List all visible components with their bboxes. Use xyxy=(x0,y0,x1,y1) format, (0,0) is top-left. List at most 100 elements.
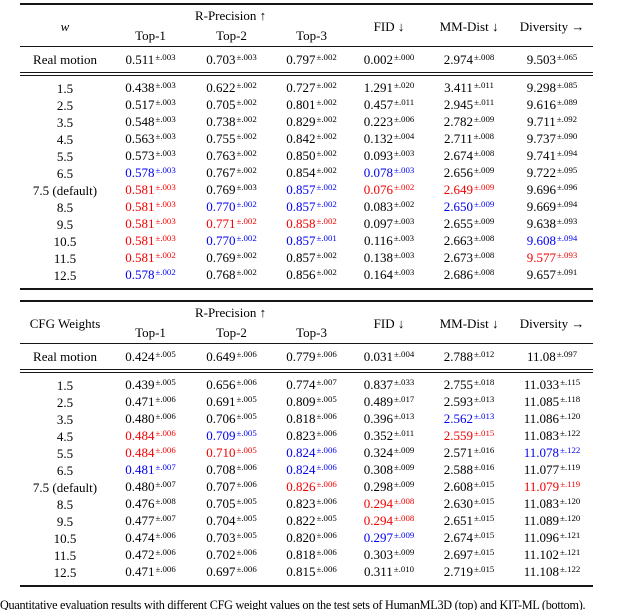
stderr-superscript: ±.085 xyxy=(557,80,578,91)
value-cell: 0.097±.003 xyxy=(351,216,427,233)
value-cell: 11.079±.119 xyxy=(511,479,593,496)
stderr-superscript: ±.006 xyxy=(236,462,257,473)
value-cell: 0.854±.002 xyxy=(272,165,351,182)
stderr-superscript: ±.065 xyxy=(557,51,578,62)
stderr-superscript: ±.091 xyxy=(557,267,578,278)
metric-value: 0.857 xyxy=(286,182,316,197)
table-row: 3.5 0.548±.003 0.738±.002 0.829±.002 0.223±.… xyxy=(20,114,593,131)
metric-value: 2.559 xyxy=(443,428,473,443)
value-cell: 0.078±.003 xyxy=(351,165,427,182)
stderr-superscript: ±.015 xyxy=(474,496,495,507)
metric-value: 0.820 xyxy=(286,530,316,545)
metric-value: 0.822 xyxy=(286,513,316,528)
value-cell: 0.697±.006 xyxy=(191,564,272,586)
value-cell: 11.078±.122 xyxy=(511,445,593,462)
stderr-superscript: ±.006 xyxy=(316,348,337,359)
metric-value: 9.722 xyxy=(526,165,556,180)
metric-value: 9.608 xyxy=(526,233,556,248)
col-header-w: w xyxy=(60,18,70,34)
metric-value: 2.562 xyxy=(443,411,473,426)
metric-value: 0.311 xyxy=(363,564,393,579)
value-cell: 2.608±.015 xyxy=(427,479,511,496)
metric-value: 2.588 xyxy=(443,462,473,477)
stderr-superscript: ±.002 xyxy=(316,148,337,159)
stderr-superscript: ±.006 xyxy=(155,530,176,541)
stderr-superscript: ±.003 xyxy=(394,250,415,261)
stderr-superscript: ±.003 xyxy=(155,216,176,227)
stderr-superscript: ±.003 xyxy=(236,51,257,62)
metric-value: 0.771 xyxy=(206,216,236,231)
value-cell: 0.709±.005 xyxy=(191,428,272,445)
stderr-superscript: ±.005 xyxy=(236,411,257,422)
results-table-bottom: CFG Weights R-Precision ↑ FID ↓ MM-Dist … xyxy=(20,300,594,587)
value-cell: 0.439±.005 xyxy=(110,371,191,394)
metric-value: 2.674 xyxy=(443,148,473,163)
value-cell: 0.303±.009 xyxy=(351,547,427,564)
value-cell: 2.974±.008 xyxy=(427,46,512,76)
metric-value: 9.503 xyxy=(526,51,556,67)
stderr-superscript: ±.002 xyxy=(316,131,337,142)
value-cell: 0.763±.002 xyxy=(191,148,272,165)
stderr-superscript: ±.007 xyxy=(155,479,176,490)
metric-value: 0.823 xyxy=(286,428,316,443)
stderr-superscript: ±.120 xyxy=(560,513,581,524)
metric-value: 0.083 xyxy=(363,199,393,214)
row-label: 12.5 xyxy=(53,267,77,283)
table-row: 10.5 0.474±.006 0.703±.005 0.820±.006 0.297±… xyxy=(20,530,593,547)
metric-value: 0.352 xyxy=(363,428,394,443)
row-label: 2.5 xyxy=(56,394,74,410)
stderr-superscript: ±.005 xyxy=(236,445,257,456)
metric-value: 0.706 xyxy=(206,411,236,426)
metric-value: 0.308 xyxy=(363,462,393,477)
value-cell: 2.630±.015 xyxy=(427,496,511,513)
stderr-superscript: ±.003 xyxy=(394,267,415,278)
stderr-superscript: ±.006 xyxy=(155,564,176,575)
metric-value: 0.477 xyxy=(125,513,155,528)
stderr-superscript: ±.002 xyxy=(236,165,257,176)
table-row: 6.5 0.481±.007 0.708±.006 0.824±.006 0.308±.… xyxy=(20,462,593,479)
cfg-weight-rows-section: 1.5 0.438±.003 0.622±.002 0.727±.002 1.291±.… xyxy=(20,74,593,289)
metric-value: 3.411 xyxy=(444,80,473,95)
metric-value: 0.842 xyxy=(286,131,316,146)
value-cell: 0.691±.005 xyxy=(191,394,272,411)
stderr-superscript: ±.003 xyxy=(155,182,176,193)
stderr-superscript: ±.006 xyxy=(236,547,257,558)
value-cell: 0.480±.006 xyxy=(110,411,191,428)
table-row: 1.5 0.438±.003 0.622±.002 0.727±.002 1.291±.… xyxy=(20,74,593,97)
value-cell: 9.737±.090 xyxy=(511,131,593,148)
metric-value: 0.774 xyxy=(286,377,316,392)
metric-value: 0.691 xyxy=(206,394,236,409)
row-label: 8.5 xyxy=(56,199,74,215)
table-row: 4.5 0.484±.006 0.709±.005 0.823±.006 0.352±.… xyxy=(20,428,593,445)
value-cell: 0.702±.006 xyxy=(191,547,272,564)
metric-value: 0.709 xyxy=(206,428,236,443)
metric-value: 0.858 xyxy=(286,216,316,231)
stderr-superscript: ±.005 xyxy=(236,394,257,405)
metric-value: 0.710 xyxy=(206,445,236,460)
value-cell: 0.002±.000 xyxy=(351,46,428,76)
stderr-superscript: ±.015 xyxy=(474,564,495,575)
stderr-superscript: ±.015 xyxy=(474,513,495,524)
metric-value: 11.079 xyxy=(523,479,560,494)
metric-value: 2.719 xyxy=(443,564,473,579)
header-row-subcols: Top-1 Top-2 Top-3 xyxy=(20,25,593,47)
stderr-superscript: ±.006 xyxy=(316,496,337,507)
value-cell: 0.710±.005 xyxy=(191,445,272,462)
metric-value: 0.573 xyxy=(125,148,155,163)
metric-value: 0.548 xyxy=(125,114,155,129)
stderr-superscript: ±.002 xyxy=(236,131,257,142)
value-cell: 9.608±.094 xyxy=(511,233,593,250)
stderr-superscript: ±.006 xyxy=(316,462,337,473)
col-header-top3: Top-3 xyxy=(296,324,327,340)
value-cell: 0.770±.002 xyxy=(191,233,272,250)
value-cell: 0.517±.003 xyxy=(110,97,191,114)
metric-value: 0.703 xyxy=(206,530,236,545)
stderr-superscript: ±.095 xyxy=(557,165,578,176)
stderr-superscript: ±.008 xyxy=(473,131,495,142)
value-cell: 0.396±.013 xyxy=(351,411,427,428)
value-cell: 2.673±.008 xyxy=(427,250,511,267)
value-cell: 9.741±.094 xyxy=(511,148,593,165)
value-cell: 0.704±.005 xyxy=(191,513,272,530)
table-row: 6.5 0.578±.003 0.767±.002 0.854±.002 0.078±.… xyxy=(20,165,593,182)
stderr-superscript: ±.006 xyxy=(155,445,176,456)
